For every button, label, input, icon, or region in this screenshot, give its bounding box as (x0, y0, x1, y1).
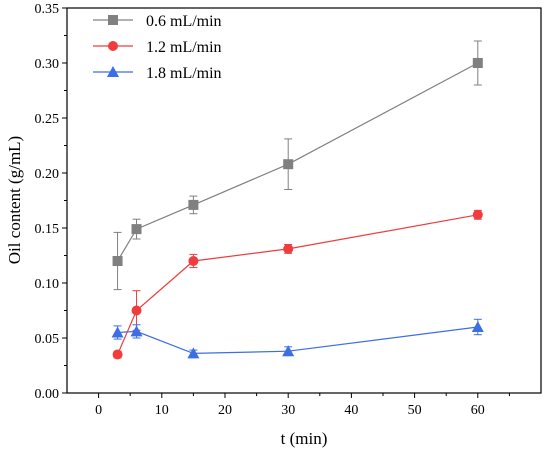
y-tick-label: 0.00 (35, 387, 60, 402)
series-line (117, 62, 479, 262)
series-3 (111, 318, 484, 359)
data-point (130, 325, 143, 337)
data-point (283, 159, 294, 170)
data-point (111, 326, 124, 338)
y-tick-label: 0.05 (35, 332, 60, 347)
legend: 0.6 mL/min 1.2 mL/min 1.8 mL/min (93, 13, 222, 82)
data-point (283, 243, 294, 254)
x-axis-title: t (min) (281, 429, 328, 448)
series-2 (112, 209, 483, 360)
series-line (117, 326, 478, 355)
data-point (131, 224, 142, 235)
legend-item-3: 1.8 mL/min (93, 65, 222, 82)
data-point (472, 209, 483, 220)
legend-marker (107, 66, 119, 77)
data-point (188, 199, 199, 210)
legend-label: 1.8 mL/min (146, 65, 222, 82)
data-point (131, 305, 142, 316)
y-tick-label: 0.10 (35, 277, 60, 292)
y-tick-label: 0.25 (35, 112, 60, 127)
x-tick-label: 30 (281, 403, 295, 418)
series-1 (112, 40, 483, 291)
legend-marker (108, 41, 118, 51)
legend-marker (108, 15, 118, 25)
data-point (112, 256, 123, 266)
data-point (471, 321, 484, 332)
x-tick-label: 60 (471, 403, 485, 418)
x-tick-label: 50 (408, 403, 422, 418)
data-point (187, 347, 200, 359)
y-tick-label: 0.30 (35, 57, 60, 72)
x-tick-label: 40 (344, 403, 358, 418)
series-layer (111, 40, 484, 360)
data-point (112, 349, 123, 360)
legend-label: 0.6 mL/min (146, 13, 222, 30)
data-point (282, 345, 295, 357)
axis-ticks: 0 10 20 30 40 50 60 0.00 0.05 0.10 0.15 0.20 0.25 0.3… (35, 2, 510, 418)
x-tick-label: 0 (95, 403, 102, 418)
y-tick-label: 0.20 (35, 167, 60, 182)
data-point (472, 58, 483, 68)
legend-item-1: 0.6 mL/min (93, 13, 222, 30)
y-axis-title: Oil content (g/mL) (5, 136, 24, 264)
y-tick-label: 0.15 (35, 222, 60, 237)
y-tick-label: 0.35 (35, 2, 60, 17)
x-tick-label: 10 (155, 403, 169, 418)
legend-item-2: 1.2 mL/min (93, 39, 222, 56)
data-point (188, 256, 199, 266)
legend-label: 1.2 mL/min (146, 39, 222, 56)
x-tick-label: 20 (218, 403, 232, 418)
